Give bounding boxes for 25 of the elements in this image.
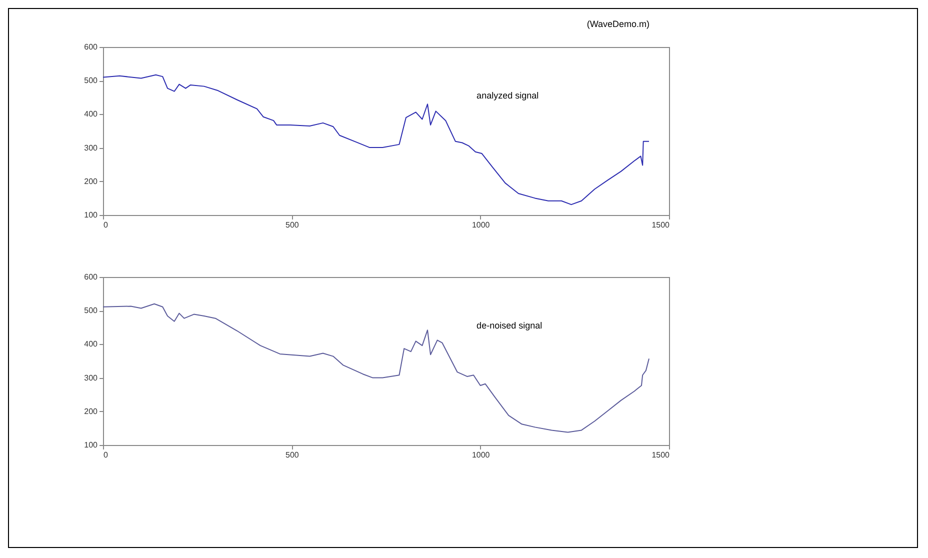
annotation: de-noised signal (476, 320, 542, 331)
x-tick-label: 1000 (472, 220, 490, 230)
line-series (103, 303, 650, 433)
x-tick-label: 1000 (472, 450, 490, 460)
chart-title: (WaveDemo.m) (586, 19, 650, 29)
x-tick-label: 0 (104, 450, 108, 460)
y-tick-label: 500 (84, 76, 98, 86)
x-tick-label: 500 (285, 450, 300, 460)
y-tick-label: 600 (84, 42, 98, 52)
line-series (103, 74, 650, 206)
x-tick-label: 1500 (652, 220, 670, 230)
y-tick-label: 500 (84, 306, 98, 316)
x-tick-label: 500 (285, 220, 300, 230)
y-tick-label: 600 (84, 272, 98, 282)
x-tick-label: 1500 (652, 450, 670, 460)
y-tick-label: 300 (84, 143, 98, 152)
y-tick-label: 400 (84, 340, 98, 349)
y-tick-label: 100 (84, 210, 98, 220)
annotation: analyzed signal (476, 90, 539, 101)
y-tick-label: 100 (84, 440, 98, 450)
y-tick-label: 200 (84, 406, 98, 416)
y-tick-label: 200 (84, 176, 98, 186)
x-tick-label: 0 (104, 220, 108, 230)
y-tick-label: 300 (84, 373, 98, 382)
y-tick-label: 400 (84, 110, 98, 119)
